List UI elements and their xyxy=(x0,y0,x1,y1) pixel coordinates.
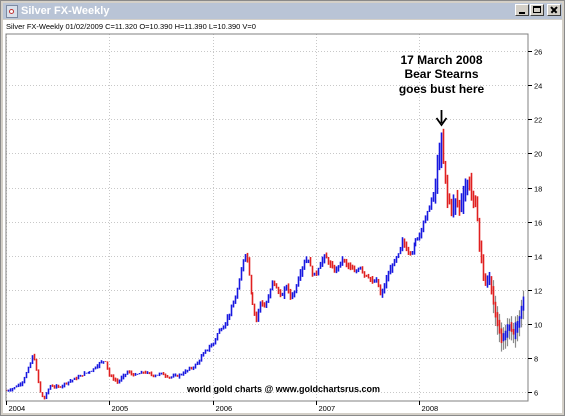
y-tick-label: 26 xyxy=(534,48,542,57)
down-arrow-icon xyxy=(435,110,448,127)
annotation-line-3: goes bust here xyxy=(399,82,485,96)
x-tick-label: 2007 xyxy=(319,404,336,413)
x-tick-label: 2004 xyxy=(9,404,26,413)
minimize-button[interactable] xyxy=(515,4,529,16)
header-info: Silver FX-Weekly 01/02/2009 C=11.320 O=1… xyxy=(6,22,256,31)
y-tick-label: 12 xyxy=(534,287,542,296)
chart-window-icon[interactable] xyxy=(6,5,18,18)
y-tick-label: 10 xyxy=(534,321,542,330)
y-tick-label: 6 xyxy=(534,389,538,398)
close-button[interactable] xyxy=(547,4,561,16)
title-bar[interactable]: Silver FX-Weekly xyxy=(3,3,562,19)
annotation-line-1: 17 March 2008 xyxy=(400,53,482,67)
maximize-button[interactable] xyxy=(530,4,544,16)
plot-frame xyxy=(5,33,529,402)
price-chart: 6 8 10 12 14 16 18 20 22 24 26 2004 2005 2006 2007 2008… xyxy=(5,22,542,413)
chart-axes: 6 8 10 12 14 16 18 20 22 24 26 2004 2005 2006 2007 2008 xyxy=(5,33,542,413)
y-tick-label: 24 xyxy=(534,82,542,91)
y-tick-label: 16 xyxy=(534,219,542,228)
y-tick-label: 18 xyxy=(534,185,542,194)
bear-stearns-annotation: 17 March 2008 Bear Stearns goes bust her… xyxy=(399,53,485,127)
y-tick-label: 8 xyxy=(534,355,538,364)
x-tick-label: 2005 xyxy=(112,404,129,413)
y-tick-label: 20 xyxy=(534,150,542,159)
chart-area: 6 8 10 12 14 16 18 20 22 24 26 2004 2005 2006 2007 2008… xyxy=(3,20,562,413)
credit-text: world gold charts @ www.goldchartsrus.co… xyxy=(186,384,380,394)
annotation-line-2: Bear Stearns xyxy=(404,67,478,81)
window-title: Silver FX-Weekly xyxy=(21,5,110,17)
arrow-head xyxy=(435,117,448,127)
x-tick-label: 2008 xyxy=(422,404,439,413)
y-tick-label: 14 xyxy=(534,253,542,262)
y-tick-label: 22 xyxy=(534,116,542,125)
price-bars xyxy=(5,128,525,400)
x-tick-label: 2006 xyxy=(216,404,233,413)
